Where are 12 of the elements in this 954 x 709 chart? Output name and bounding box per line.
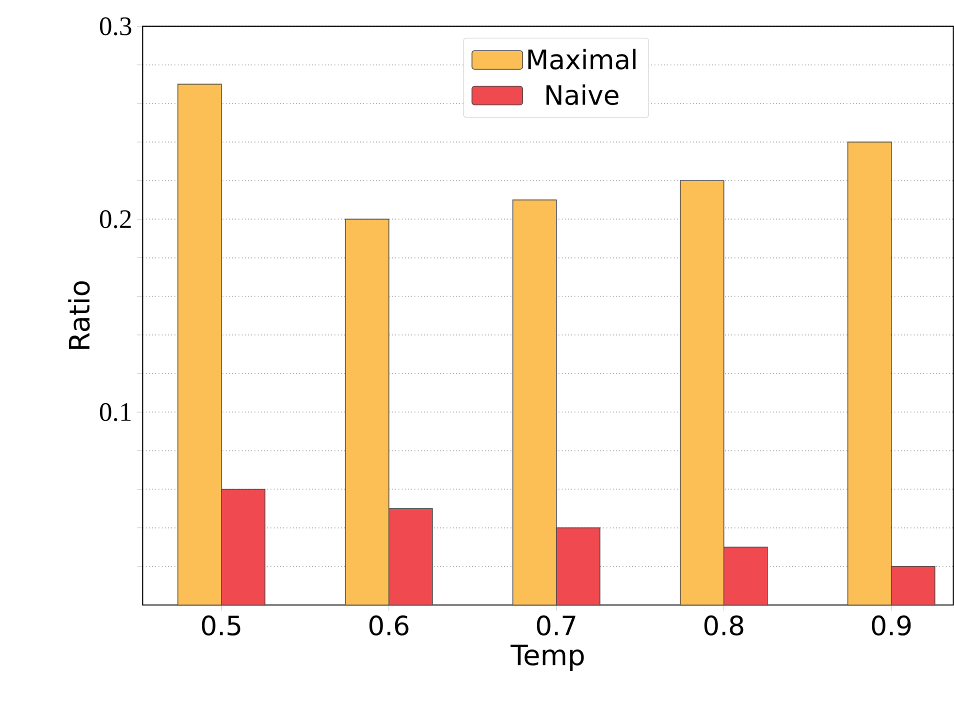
y-tick-label: 0.3 — [100, 17, 132, 36]
y-tick-label: 0.1 — [100, 403, 131, 422]
x-axis-title: Temp — [510, 644, 584, 671]
x-tick-label: 0.6 — [369, 615, 408, 636]
legend-label: Naive — [546, 84, 618, 106]
y-tick-label: 0.2 — [100, 210, 131, 228]
x-tick-label: 0.9 — [872, 615, 911, 636]
x-tick-label: 0.5 — [202, 615, 240, 636]
y-axis-title: Ratio — [68, 281, 90, 349]
legend-label: Maximal — [528, 48, 636, 70]
x-tick-label: 0.7 — [536, 615, 576, 636]
x-tick-label: 0.8 — [704, 615, 744, 636]
